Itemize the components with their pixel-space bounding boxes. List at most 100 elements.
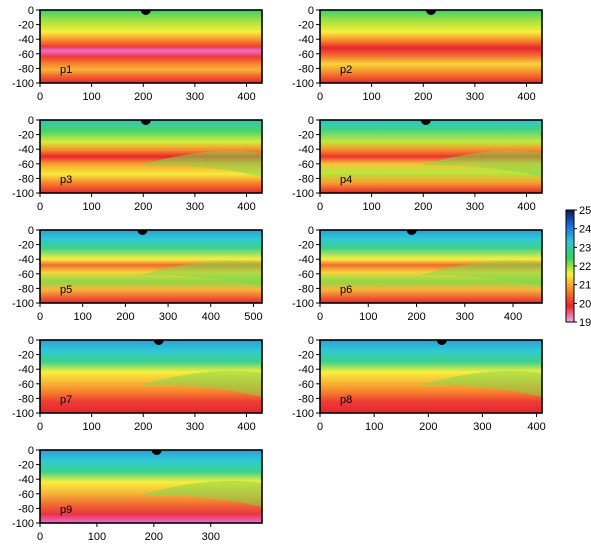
y-tick-label: -20 <box>298 350 314 362</box>
y-tick-label: -80 <box>298 393 314 405</box>
station-marker <box>436 340 447 345</box>
y-tick-label: -60 <box>298 379 314 391</box>
plot-frame <box>39 449 263 524</box>
y-tick-label: -80 <box>298 283 314 295</box>
x-tick-label: 200 <box>145 531 163 543</box>
x-tick-label: 200 <box>116 311 134 323</box>
colorbar-tick-label: 19 <box>579 317 591 329</box>
panel-label: p3 <box>60 174 72 186</box>
colorbar: 19 20 21 22 23 24 25 <box>565 205 591 329</box>
x-tick-label: 0 <box>37 421 43 433</box>
x-tick-label: 400 <box>504 311 522 323</box>
x-tick-label: 300 <box>456 311 474 323</box>
y-tick-label: -80 <box>18 283 34 295</box>
panel-label: p1 <box>60 64 72 76</box>
station-marker <box>137 230 148 235</box>
y-tick-label: -20 <box>298 240 314 252</box>
y-tick-label: -60 <box>298 269 314 281</box>
y-tick-label: -80 <box>18 63 34 75</box>
station-marker <box>426 10 436 15</box>
x-tick-label: 0 <box>317 91 323 103</box>
x-tick-label: 0 <box>37 531 43 543</box>
y-tick-label: -100 <box>292 78 314 90</box>
y-tick-label: -100 <box>292 188 314 200</box>
y-tick-label: -40 <box>18 34 34 46</box>
x-tick-label: 0 <box>37 201 43 213</box>
x-tick-label: 100 <box>88 531 106 543</box>
y-tick-label: -40 <box>18 474 34 486</box>
panel-label: p8 <box>340 394 352 406</box>
x-tick-label: 200 <box>134 421 152 433</box>
x-tick-label: 300 <box>202 531 220 543</box>
panel-label: p9 <box>60 504 72 516</box>
station-marker <box>406 230 417 235</box>
y-tick-label: -100 <box>12 518 34 530</box>
warm-tongue <box>419 260 542 287</box>
x-tick-label: 400 <box>237 91 255 103</box>
plot-frame <box>39 339 263 414</box>
x-tick-label: 0 <box>317 421 323 433</box>
y-tick-label: -100 <box>12 188 34 200</box>
x-tick-label: 300 <box>473 421 491 433</box>
panel-label: p4 <box>340 174 352 186</box>
x-tick-label: 300 <box>186 91 204 103</box>
colorbar-tick-label: 22 <box>579 261 591 273</box>
x-tick-label: 0 <box>317 311 323 323</box>
station-marker <box>140 10 151 15</box>
x-tick-label: 300 <box>466 201 484 213</box>
x-tick-label: 200 <box>414 201 432 213</box>
x-tick-label: 400 <box>202 311 220 323</box>
colorbar-tick-label: 20 <box>579 298 591 310</box>
x-tick-label: 200 <box>419 421 437 433</box>
y-tick-label: 0 <box>308 115 314 127</box>
x-tick-label: 100 <box>362 91 380 103</box>
x-tick-label: 400 <box>527 421 545 433</box>
colorbar-ramp <box>565 209 575 323</box>
y-tick-label: -20 <box>18 130 34 142</box>
heatmap-field <box>320 10 542 83</box>
x-tick-label: 300 <box>159 311 177 323</box>
y-tick-label: -80 <box>18 503 34 515</box>
y-tick-label: 0 <box>28 335 34 347</box>
y-tick-label: 0 <box>308 5 314 17</box>
station-marker <box>420 120 431 125</box>
x-tick-label: 300 <box>466 91 484 103</box>
station-marker <box>151 450 162 455</box>
x-tick-label: 200 <box>414 91 432 103</box>
x-tick-label: 100 <box>365 421 383 433</box>
x-tick-label: 400 <box>237 201 255 213</box>
y-tick-label: 0 <box>28 445 34 457</box>
plot-frame <box>319 229 543 304</box>
colorbar-tick-label: 23 <box>579 242 591 254</box>
x-tick-label: 500 <box>244 311 262 323</box>
x-tick-label: 100 <box>82 201 100 213</box>
y-tick-label: -40 <box>18 144 34 156</box>
y-tick-label: -20 <box>18 20 34 32</box>
plot-frame <box>39 119 263 194</box>
y-tick-label: 0 <box>28 5 34 17</box>
y-tick-label: -100 <box>12 298 34 310</box>
y-tick-label: -100 <box>292 298 314 310</box>
panel-label: p2 <box>340 64 352 76</box>
panel-label: p7 <box>60 394 72 406</box>
x-tick-label: 100 <box>74 311 92 323</box>
y-tick-label: -60 <box>298 159 314 171</box>
x-tick-label: 400 <box>237 421 255 433</box>
y-tick-label: 0 <box>28 225 34 237</box>
y-tick-label: -40 <box>18 364 34 376</box>
y-tick-label: -60 <box>18 379 34 391</box>
y-tick-label: -40 <box>298 254 314 266</box>
y-tick-label: -40 <box>298 364 314 376</box>
y-tick-label: -80 <box>298 173 314 185</box>
x-tick-label: 0 <box>317 201 323 213</box>
heatmap-field <box>40 10 262 83</box>
